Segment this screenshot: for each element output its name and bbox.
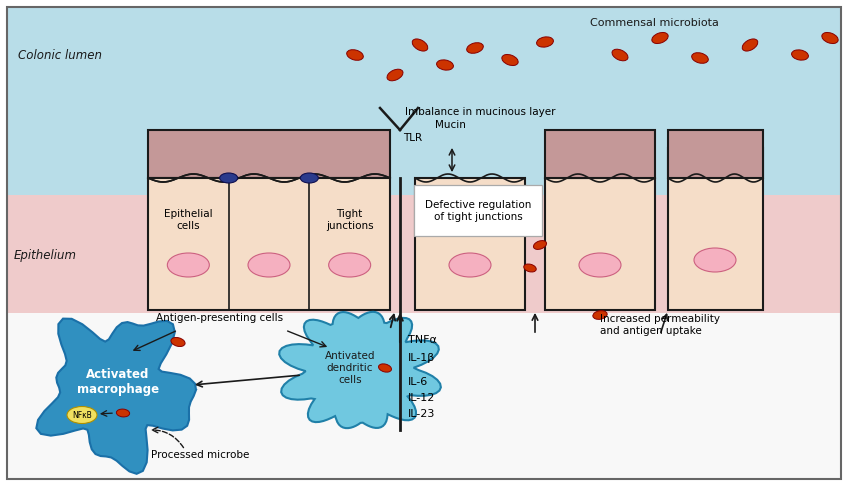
Ellipse shape bbox=[171, 337, 185, 347]
Text: TNFα: TNFα bbox=[408, 335, 437, 345]
Bar bbox=[545, 130, 655, 178]
Ellipse shape bbox=[437, 60, 454, 70]
Bar bbox=[7, 7, 841, 195]
Ellipse shape bbox=[694, 248, 736, 272]
Bar bbox=[545, 178, 655, 310]
Text: IL-6: IL-6 bbox=[408, 377, 428, 387]
Text: Colonic lumen: Colonic lumen bbox=[18, 49, 102, 62]
Text: Tight
junctions: Tight junctions bbox=[326, 209, 373, 231]
Ellipse shape bbox=[692, 52, 708, 63]
Ellipse shape bbox=[537, 37, 554, 47]
Text: Defective regulation
of tight junctions: Defective regulation of tight junctions bbox=[425, 200, 531, 222]
Ellipse shape bbox=[466, 43, 483, 53]
Text: Mucin: Mucin bbox=[435, 120, 466, 130]
Ellipse shape bbox=[67, 406, 97, 423]
Ellipse shape bbox=[652, 33, 668, 44]
Text: IL-23: IL-23 bbox=[408, 409, 435, 419]
Ellipse shape bbox=[412, 39, 427, 51]
Ellipse shape bbox=[742, 39, 758, 51]
Ellipse shape bbox=[612, 49, 628, 61]
Text: Imbalance in mucinous layer: Imbalance in mucinous layer bbox=[405, 107, 555, 117]
Text: Activated
macrophage: Activated macrophage bbox=[77, 368, 159, 396]
Ellipse shape bbox=[167, 253, 209, 277]
Ellipse shape bbox=[329, 253, 371, 277]
Bar bbox=[415, 178, 525, 310]
Text: Processed microbe: Processed microbe bbox=[151, 450, 249, 460]
Ellipse shape bbox=[528, 215, 542, 225]
Ellipse shape bbox=[791, 50, 808, 60]
Ellipse shape bbox=[300, 173, 318, 183]
Text: Antivated
dendritic
cells: Antivated dendritic cells bbox=[325, 351, 376, 384]
Ellipse shape bbox=[248, 253, 290, 277]
Ellipse shape bbox=[822, 33, 838, 44]
Text: Increased permeability
and antigen uptake: Increased permeability and antigen uptak… bbox=[600, 314, 720, 336]
Bar bbox=[668, 130, 763, 178]
FancyBboxPatch shape bbox=[414, 185, 542, 236]
Ellipse shape bbox=[347, 50, 363, 60]
Ellipse shape bbox=[593, 311, 607, 319]
Polygon shape bbox=[36, 319, 196, 474]
Text: Commensal microbiota: Commensal microbiota bbox=[590, 18, 719, 28]
Ellipse shape bbox=[502, 54, 518, 66]
Text: Epithelial
cells: Epithelial cells bbox=[164, 209, 213, 231]
Ellipse shape bbox=[579, 253, 621, 277]
Text: NFκB: NFκB bbox=[72, 411, 92, 419]
Polygon shape bbox=[279, 312, 441, 428]
Bar bbox=[7, 195, 841, 313]
Ellipse shape bbox=[524, 264, 536, 272]
Ellipse shape bbox=[533, 241, 546, 249]
Ellipse shape bbox=[378, 364, 392, 372]
Ellipse shape bbox=[449, 253, 491, 277]
Text: IL-12: IL-12 bbox=[408, 393, 435, 403]
Bar bbox=[148, 130, 390, 178]
Text: Antigen-presenting cells: Antigen-presenting cells bbox=[156, 313, 283, 323]
Text: IL-1β: IL-1β bbox=[408, 353, 435, 363]
Ellipse shape bbox=[220, 173, 237, 183]
Bar bbox=[148, 178, 390, 310]
Bar bbox=[668, 148, 763, 310]
Text: TLR: TLR bbox=[403, 133, 422, 143]
Ellipse shape bbox=[116, 409, 130, 417]
Text: Epithelium: Epithelium bbox=[14, 248, 77, 261]
Ellipse shape bbox=[387, 69, 403, 81]
